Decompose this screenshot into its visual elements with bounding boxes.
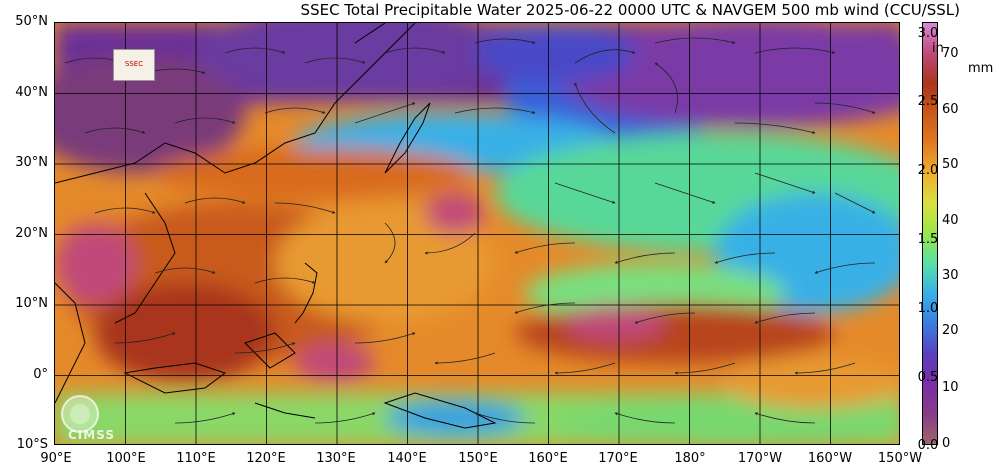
page-title: SSEC Total Precipitable Water 2025-06-22…: [300, 1, 960, 19]
ssec-logo: SSEC: [113, 49, 155, 81]
lat-label-40n: 40°N: [15, 85, 48, 100]
lon-label-150w: 150°W: [877, 451, 923, 466]
colorbar-in-tick: 1.0: [917, 301, 939, 316]
graticule: [55, 23, 899, 444]
lon-label-110e: 110°E: [176, 451, 216, 466]
lat-label-50n: 50°N: [15, 14, 48, 29]
colorbar-mm-tick: 20: [942, 323, 959, 338]
lon-label-100e: 100°E: [106, 451, 146, 466]
colorbar-mm-tick: 10: [942, 380, 959, 395]
lon-label-150e: 150°E: [458, 451, 498, 466]
lon-label-160e: 160°E: [528, 451, 568, 466]
lon-label-180: 180°: [674, 451, 706, 466]
colorbar: [922, 22, 938, 445]
colorbar-in-tick: 0.0: [917, 438, 939, 453]
colorbar-mm-tick: 40: [942, 213, 959, 228]
cimss-text: CIMSS: [68, 428, 115, 442]
colorbar-in-tick: 1.5: [917, 232, 939, 247]
lon-label-140e: 140°E: [387, 451, 427, 466]
lon-label-90e: 90°E: [40, 451, 72, 466]
colorbar-mm-tick: 50: [942, 157, 959, 172]
lat-label-20n: 20°N: [15, 226, 48, 241]
colorbar-in-tick: 0.5: [917, 370, 939, 385]
wind-streamlines: [64, 37, 876, 424]
lat-label-10s: 10°S: [16, 437, 48, 452]
tpw-field: [55, 23, 899, 444]
moisture-patterns: [55, 23, 899, 444]
colorbar-mm-tick: 70: [942, 46, 959, 61]
tpw-map: SSEC: [54, 22, 900, 445]
lon-label-160w: 160°W: [807, 451, 853, 466]
colorbar-unit-mm: mm: [968, 61, 994, 76]
colorbar-in-tick: 3.0: [917, 26, 939, 41]
coastlines: [55, 23, 497, 429]
lat-label-30n: 30°N: [15, 155, 48, 170]
colorbar-unit-in: in: [932, 41, 944, 56]
colorbar-mm-tick: 60: [942, 102, 959, 117]
colorbar-in-tick: 2.5: [917, 94, 939, 109]
lat-label-0: 0°: [33, 367, 48, 382]
colorbar-mm-tick: 0: [942, 436, 951, 451]
colorbar-in-tick: 2.0: [917, 163, 939, 178]
colorbar-mm-tick: 30: [942, 268, 959, 283]
lon-label-170w: 170°W: [737, 451, 783, 466]
lon-label-170e: 170°E: [598, 451, 638, 466]
lat-label-10n: 10°N: [15, 296, 48, 311]
cimss-logo: CIMSS: [58, 392, 126, 442]
lon-label-130e: 130°E: [316, 451, 356, 466]
lon-label-120e: 120°E: [246, 451, 286, 466]
